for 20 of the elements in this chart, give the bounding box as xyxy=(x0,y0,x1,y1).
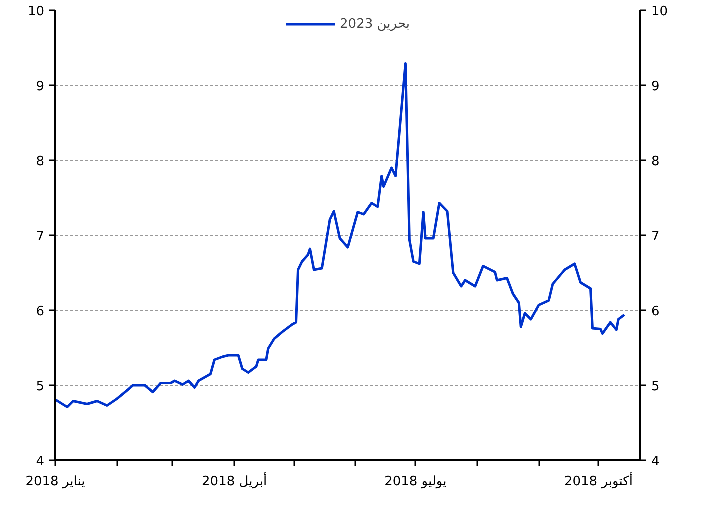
y-tick-label: 10 xyxy=(28,4,45,20)
y-tick-label: 5 xyxy=(36,380,45,394)
y-tick-label: 4 xyxy=(36,454,45,470)
x-tick-label: أبريل 2018 xyxy=(202,472,268,490)
y-tick-label: 9 xyxy=(36,80,45,94)
y-tick-label: 6 xyxy=(36,304,45,320)
y2-tick-label: 6 xyxy=(652,304,660,320)
y-tick-label: 7 xyxy=(36,230,45,244)
y2-tick-label: 9 xyxy=(652,80,660,94)
y2-tick-label: 7 xyxy=(652,230,660,244)
y2-tick-label: 4 xyxy=(652,454,660,470)
x-tick-label: أكتوبر 2018 xyxy=(564,472,633,490)
legend-label: بحرين 2023 xyxy=(340,16,410,32)
y-tick-label: 8 xyxy=(36,154,45,170)
y2-tick-label: 5 xyxy=(652,380,660,394)
x-tick-label: يوليو 2018 xyxy=(384,474,448,490)
y2-tick-label: 8 xyxy=(652,154,660,170)
line-series xyxy=(56,62,626,408)
y2-tick-label: 10 xyxy=(652,4,668,20)
x-tick-label: يناير 2018 xyxy=(26,474,86,490)
